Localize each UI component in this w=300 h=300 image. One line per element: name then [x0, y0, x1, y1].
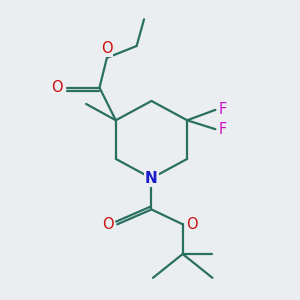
Text: O: O [52, 80, 63, 95]
Text: O: O [186, 217, 198, 232]
Text: F: F [219, 122, 227, 137]
Text: O: O [101, 41, 113, 56]
Text: N: N [145, 171, 158, 186]
Text: F: F [219, 102, 227, 117]
Text: O: O [102, 217, 114, 232]
